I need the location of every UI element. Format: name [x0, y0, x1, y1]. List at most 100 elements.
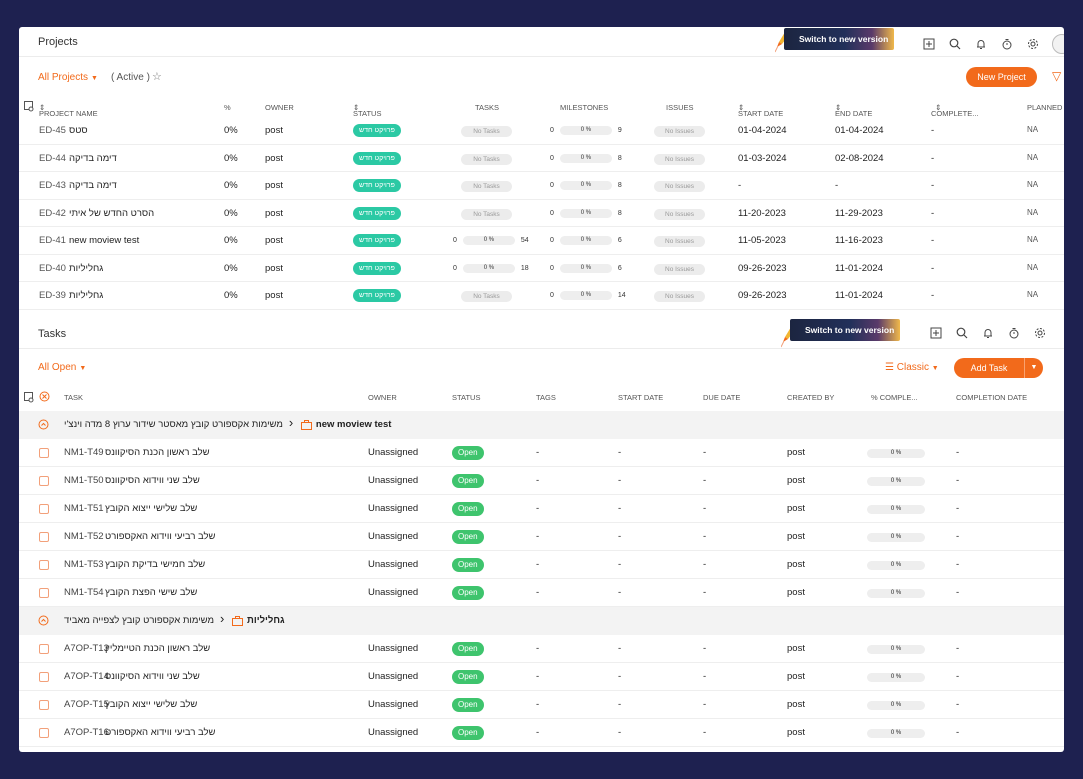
bell-icon[interactable]: [981, 326, 995, 340]
filter-icon[interactable]: ▽: [1052, 69, 1062, 83]
projects-filter-dropdown[interactable]: All Projects ▼: [38, 72, 98, 83]
project-name-link[interactable]: new moview test: [69, 235, 140, 246]
task-name-link[interactable]: שלב חמישי בדיקת הקובץ: [105, 559, 206, 570]
col-complete[interactable]: COMPLETE... ⇕: [931, 103, 979, 118]
status-badge[interactable]: פרויקט חדש: [353, 124, 401, 137]
task-checkbox[interactable]: [39, 588, 49, 598]
project-name-link[interactable]: גחליליות: [69, 262, 104, 274]
task-status-badge[interactable]: Open: [452, 670, 484, 684]
add-task-button[interactable]: Add Task: [954, 358, 1024, 378]
tasklist-name[interactable]: משימות אקספורט קובץ לצפייה מאביד: [64, 615, 215, 626]
column-settings-icon[interactable]: [24, 101, 34, 114]
project-row[interactable]: ED-39 גחליליות 0% post פרויקט חדש No Tas…: [19, 282, 1064, 310]
avatar[interactable]: [1052, 34, 1064, 54]
task-owner[interactable]: Unassigned: [368, 671, 419, 682]
star-icon[interactable]: ☆: [152, 71, 162, 83]
task-status-badge[interactable]: Open: [452, 446, 484, 460]
task-owner[interactable]: Unassigned: [368, 531, 419, 542]
project-name-link[interactable]: הסרט החדש של איתי: [69, 207, 155, 219]
task-row[interactable]: NM1-T49 שלב ראשון הכנת הסיקוונס Unassign…: [19, 439, 1064, 467]
new-project-button[interactable]: New Project: [966, 67, 1037, 87]
task-checkbox[interactable]: [39, 448, 49, 458]
project-name-link[interactable]: סטס: [69, 125, 88, 136]
gear-icon[interactable]: [1026, 37, 1040, 51]
task-row[interactable]: A7OP-T15 שלב שלישי ייצוא הקובץ Unassigne…: [19, 691, 1064, 719]
task-group-header[interactable]: משימות אקספורט קובץ לצפייה מאביד › גחליליו…: [19, 607, 1064, 635]
task-status-badge[interactable]: Open: [452, 530, 484, 544]
add-icon[interactable]: [929, 326, 943, 340]
task-status-badge[interactable]: Open: [452, 558, 484, 572]
task-checkbox[interactable]: [39, 560, 49, 570]
status-badge[interactable]: פרויקט חדש: [353, 234, 401, 247]
task-owner[interactable]: Unassigned: [368, 503, 419, 514]
project-name-link[interactable]: גחליליות: [69, 290, 104, 301]
gear-icon[interactable]: [1033, 326, 1047, 340]
col-start-date[interactable]: START DATE ⇕: [738, 103, 784, 118]
status-badge[interactable]: פרויקט חדש: [353, 151, 401, 165]
task-group-header[interactable]: משימות אקספורט קובץ מאסטר שידור ערוץ 8 מ…: [19, 411, 1064, 439]
task-row[interactable]: A7OP-T16 שלב רביעי ווידוא האקספורט Unass…: [19, 719, 1064, 747]
task-owner[interactable]: Unassigned: [368, 447, 419, 458]
task-checkbox[interactable]: [39, 672, 49, 682]
task-name-link[interactable]: שלב רביעי ווידוא האקספורט: [105, 531, 216, 542]
task-checkbox[interactable]: [39, 700, 49, 710]
task-status-badge[interactable]: Open: [452, 474, 484, 488]
task-status-badge[interactable]: Open: [452, 586, 484, 600]
task-name-link[interactable]: שלב ראשון הכנת הטיימליין: [105, 643, 211, 654]
task-name-link[interactable]: שלב ראשון הכנת הסיקוונס: [105, 447, 210, 458]
status-badge[interactable]: פרויקט חדש: [353, 179, 401, 192]
task-row[interactable]: A7OP-T14 שלב שני ווידוא הסיקוונס Unassig…: [19, 663, 1064, 691]
task-row[interactable]: A7OP-T13 שלב ראשון הכנת הטיימליין Unassi…: [19, 635, 1064, 663]
collapse-group-icon[interactable]: [38, 419, 49, 433]
search-icon[interactable]: [948, 37, 962, 51]
col-project-name[interactable]: PROJECT NAME ⇕: [39, 103, 98, 118]
task-name-link[interactable]: שלב שני ווידוא הסיקוונס: [105, 671, 200, 682]
group-project-name[interactable]: new moview test: [315, 419, 392, 430]
timer-icon[interactable]: [1000, 37, 1014, 51]
search-icon[interactable]: [955, 326, 969, 340]
project-name-link[interactable]: דימה בדיקה: [69, 180, 117, 191]
collapse-all-icon[interactable]: [39, 391, 50, 404]
task-name-link[interactable]: שלב שלישי ייצוא הקובץ: [105, 699, 198, 710]
task-owner[interactable]: Unassigned: [368, 699, 419, 710]
task-checkbox[interactable]: [39, 728, 49, 738]
task-row[interactable]: NM1-T51 שלב שלישי ייצוא הקובץ Unassigned…: [19, 495, 1064, 523]
project-row[interactable]: ED-42 הסרט החדש של איתי 0% post פרויקט ח…: [19, 200, 1064, 227]
task-name-link[interactable]: שלב רביעי ווידוא האקספורט: [105, 727, 216, 738]
collapse-group-icon[interactable]: [38, 615, 49, 629]
task-owner[interactable]: Unassigned: [368, 727, 419, 738]
status-badge[interactable]: פרויקט חדש: [353, 206, 401, 220]
task-checkbox[interactable]: [39, 476, 49, 486]
task-row[interactable]: NM1-T50 שלב שני ווידוא הסיקוונס Unassign…: [19, 467, 1064, 495]
col-end-date[interactable]: END DATE ⇕: [835, 103, 873, 118]
task-owner[interactable]: Unassigned: [368, 475, 419, 486]
task-row[interactable]: NM1-T52 שלב רביעי ווידוא האקספורט Unassi…: [19, 523, 1064, 551]
project-row[interactable]: ED-44 דימה בדיקה 0% post פרויקט חדש No T…: [19, 145, 1064, 172]
status-badge[interactable]: פרויקט חדש: [353, 261, 401, 275]
project-row[interactable]: ED-40 גחליליות 0% post פרויקט חדש 0 0 % 18…: [19, 255, 1064, 282]
column-settings-icon[interactable]: [24, 392, 34, 405]
task-status-badge[interactable]: Open: [452, 726, 484, 740]
task-checkbox[interactable]: [39, 504, 49, 514]
view-dropdown[interactable]: ☰ Classic ▼: [885, 362, 939, 373]
project-row[interactable]: ED-43 דימה בדיקה 0% post פרויקט חדש No T…: [19, 172, 1064, 200]
task-owner[interactable]: Unassigned: [368, 643, 419, 654]
status-badge[interactable]: פרויקט חדש: [353, 289, 401, 302]
group-project-name[interactable]: גחליליות: [247, 615, 285, 626]
add-task-menu-button[interactable]: ▼: [1024, 358, 1043, 378]
task-status-badge[interactable]: Open: [452, 642, 484, 656]
task-row[interactable]: NM1-T54 שלב שישי הפצת הקובץ Unassigned O…: [19, 579, 1064, 607]
task-status-badge[interactable]: Open: [452, 698, 484, 712]
add-icon[interactable]: [922, 37, 936, 51]
task-owner[interactable]: Unassigned: [368, 587, 419, 598]
tasklist-name[interactable]: משימות אקספורט קובץ מאסטר שידור ערוץ 8 מ…: [64, 419, 283, 430]
task-row[interactable]: NM1-T53 שלב חמישי בדיקת הקובץ Unassigned…: [19, 551, 1064, 579]
task-owner[interactable]: Unassigned: [368, 559, 419, 570]
project-name-link[interactable]: דימה בדיקה: [69, 152, 117, 164]
task-name-link[interactable]: שלב שישי הפצת הקובץ: [105, 587, 198, 598]
task-name-link[interactable]: שלב שני ווידוא הסיקוונס: [105, 475, 200, 486]
project-row[interactable]: ED-41 new moview test 0% post פרויקט חדש…: [19, 227, 1064, 255]
timer-icon[interactable]: [1007, 326, 1021, 340]
task-checkbox[interactable]: [39, 532, 49, 542]
